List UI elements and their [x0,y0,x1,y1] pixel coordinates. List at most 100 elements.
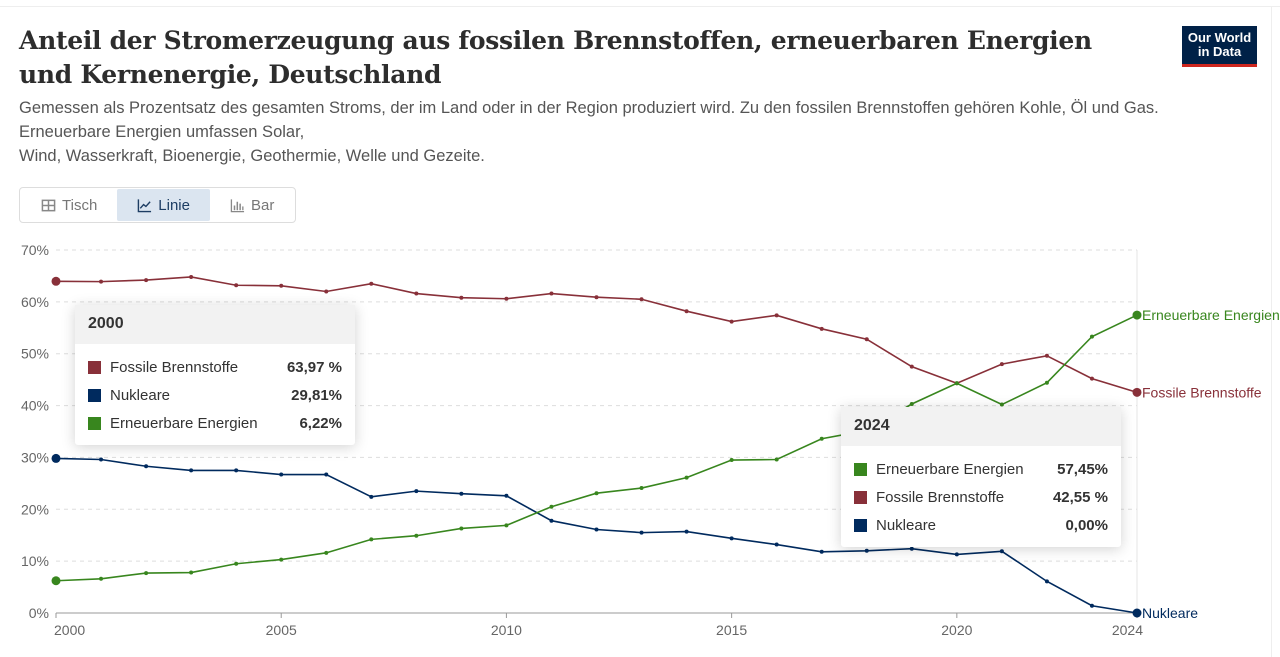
tooltip-year: 2024 [841,407,1121,446]
data-point-erneuerbare-energien [594,491,599,496]
tab-label: Bar [250,196,275,214]
swatch-renewables [88,416,101,430]
data-point-nukleare [189,468,194,473]
tooltip-series-name: Fossile Brennstoffe [110,358,239,376]
data-point-fossile-brennstoffe [684,309,689,314]
line-chart-icon [137,198,152,212]
swatch-fossil [88,360,101,374]
data-point-erneuerbare-energien [819,436,824,441]
data-point-erneuerbare-energien [1089,334,1094,339]
tooltip-row: Fossile Brennstoffe 42,55 % [854,483,1108,511]
data-point-nukleare [954,552,959,557]
data-point-erneuerbare-energien [684,475,689,480]
swatch-nuclear [88,388,101,402]
swatch-renewables [854,462,867,476]
data-point-fossile-brennstoffe [639,297,644,302]
data-point-erneuerbare-energien [954,381,959,386]
data-point-erneuerbare-energien [1132,310,1142,320]
data-point-erneuerbare-energien [639,486,644,491]
series-end-label: Erneuerbare Energien [1142,307,1280,323]
data-point-erneuerbare-energien [774,457,779,462]
x-tick-label: 2010 [491,622,522,638]
y-tick-label: 0% [29,605,49,621]
tooltip-value: 6,22% [299,414,342,432]
data-point-nukleare [1089,603,1094,608]
data-point-fossile-brennstoffe [414,291,419,296]
data-point-nukleare [279,472,284,477]
tab-table[interactable]: Tisch [21,189,117,221]
data-point-fossile-brennstoffe [234,283,239,288]
owid-logo[interactable]: Our World in Data [1182,26,1257,67]
data-point-fossile-brennstoffe [1089,376,1094,381]
top-border [0,6,1280,7]
data-point-nukleare [594,527,599,532]
data-point-nukleare [819,549,824,554]
y-tick-label: 20% [21,501,49,517]
data-point-fossile-brennstoffe [51,276,61,286]
tooltip-series-name: Erneuerbare Energien [110,414,258,432]
swatch-fossil [854,490,867,504]
tooltip-value: 29,81% [291,386,342,404]
data-point-fossile-brennstoffe [459,295,464,300]
data-point-erneuerbare-energien [324,550,329,555]
logo-text: Our World [1187,30,1252,45]
data-point-erneuerbare-energien [414,533,419,538]
data-point-nukleare [729,536,734,541]
data-point-nukleare [324,472,329,477]
series-end-label: Nukleare [1142,605,1198,621]
tab-bar[interactable]: Bar [210,189,294,221]
tooltip-row: Fossile Brennstoffe 63,97 % [88,353,342,381]
tab-line[interactable]: Linie [117,189,210,221]
x-tick-label: 2000 [54,622,85,638]
tab-label: Tisch [62,196,98,214]
tooltip-row: Erneuerbare Energien 57,45% [854,455,1108,483]
tooltip-series-name: Fossile Brennstoffe [876,488,1005,506]
data-point-erneuerbare-energien [549,504,554,509]
tooltip-value: 42,55 % [1052,488,1108,506]
data-point-nukleare [234,468,239,473]
tooltip-value: 57,45% [1057,460,1108,478]
data-point-erneuerbare-energien [999,402,1004,407]
tooltip-series-name: Erneuerbare Energien [876,460,1024,478]
data-point-fossile-brennstoffe [594,295,599,300]
data-point-nukleare [774,542,779,547]
view-tabs: Tisch Linie Bar [19,187,297,223]
data-point-erneuerbare-energien [909,402,914,407]
data-point-nukleare [549,518,554,523]
data-point-fossile-brennstoffe [99,279,104,284]
x-tick-label: 2020 [941,622,972,638]
data-point-nukleare [999,549,1004,554]
data-point-erneuerbare-energien [234,561,239,566]
data-point-fossile-brennstoffe [999,362,1004,367]
data-point-erneuerbare-energien [279,557,284,562]
data-point-fossile-brennstoffe [504,296,509,301]
data-point-fossile-brennstoffe [279,283,284,288]
subtitle-line: Erneuerbare Energien umfassen Solar, [19,123,305,141]
tooltip-value: 0,00% [1065,516,1108,534]
data-point-erneuerbare-energien [1044,380,1049,385]
subtitle-line: Gemessen als Prozentsatz des gesamten St… [19,99,1159,117]
data-point-fossile-brennstoffe [1132,387,1142,397]
tooltip-series-name: Nukleare [876,516,937,534]
tooltip-value: 63,97 % [286,358,342,376]
right-border [1271,6,1272,657]
data-point-fossile-brennstoffe [819,326,824,331]
data-point-nukleare [1132,608,1142,618]
data-point-fossile-brennstoffe [144,278,149,283]
data-point-erneuerbare-energien [99,576,104,581]
logo-text: in Data [1197,44,1242,59]
data-point-nukleare [1044,579,1049,584]
data-point-fossile-brennstoffe [729,319,734,324]
x-tick-label: 2024 [1112,622,1143,638]
subtitle-line: Wind, Wasserkraft, Bioenergie, Geothermi… [19,147,485,165]
data-point-nukleare [414,489,419,494]
y-tick-label: 70% [21,242,49,258]
tooltip-2000: 2000 Fossile Brennstoffe 63,97 % Nukleare… [75,305,355,445]
chart-subtitle: Gemessen als Prozentsatz des gesamten St… [19,96,1239,168]
data-point-erneuerbare-energien [504,523,509,528]
y-tick-label: 10% [21,553,49,569]
tooltip-row: Nukleare 29,81% [88,381,342,409]
data-point-erneuerbare-energien [51,576,61,586]
data-point-fossile-brennstoffe [324,289,329,294]
x-tick-label: 2015 [716,622,747,638]
